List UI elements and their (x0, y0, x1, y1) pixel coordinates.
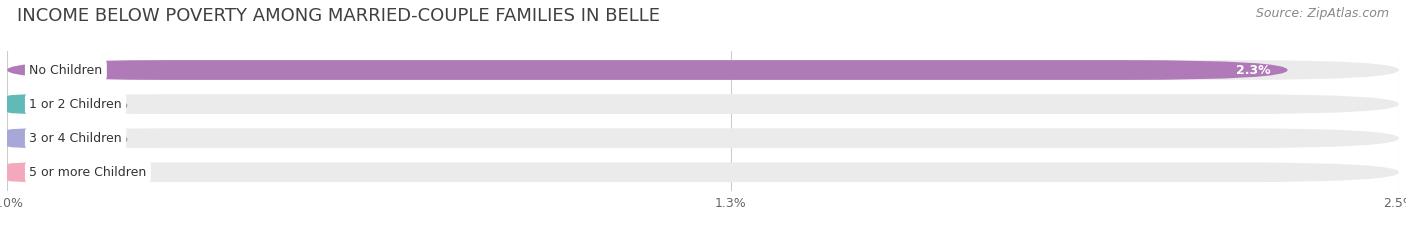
Text: 2.3%: 2.3% (1236, 64, 1271, 76)
FancyBboxPatch shape (7, 128, 1399, 148)
FancyBboxPatch shape (7, 162, 1399, 182)
Text: 1 or 2 Children: 1 or 2 Children (30, 98, 122, 111)
Text: 3 or 4 Children: 3 or 4 Children (30, 132, 122, 145)
FancyBboxPatch shape (7, 94, 1399, 114)
FancyBboxPatch shape (7, 94, 75, 114)
FancyBboxPatch shape (7, 162, 75, 182)
FancyBboxPatch shape (7, 60, 1288, 80)
Text: 0.0%: 0.0% (96, 166, 128, 179)
Text: 0.0%: 0.0% (96, 132, 128, 145)
Text: No Children: No Children (30, 64, 103, 76)
Text: 5 or more Children: 5 or more Children (30, 166, 146, 179)
Text: INCOME BELOW POVERTY AMONG MARRIED-COUPLE FAMILIES IN BELLE: INCOME BELOW POVERTY AMONG MARRIED-COUPL… (17, 7, 659, 25)
Text: 0.0%: 0.0% (96, 98, 128, 111)
FancyBboxPatch shape (7, 60, 1399, 80)
FancyBboxPatch shape (7, 128, 75, 148)
Text: Source: ZipAtlas.com: Source: ZipAtlas.com (1256, 7, 1389, 20)
